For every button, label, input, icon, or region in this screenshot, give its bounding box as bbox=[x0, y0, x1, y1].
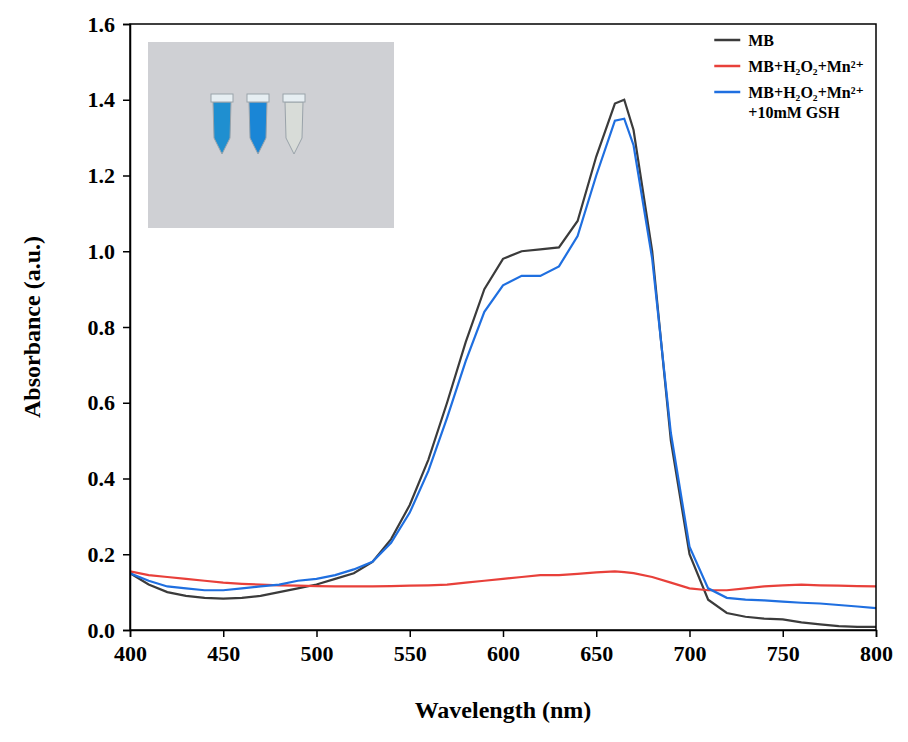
tick-label: 500 bbox=[301, 641, 334, 666]
x-axis: 400 450 500 550 600 650 700 750 800 bbox=[114, 630, 893, 666]
tube-cap bbox=[247, 94, 269, 102]
inset-background bbox=[148, 42, 394, 228]
legend-label: MB+H₂O₂+Mn²⁺ bbox=[748, 58, 864, 75]
y-axis-title: Absorbance (a.u.) bbox=[19, 236, 45, 418]
lines bbox=[130, 100, 876, 627]
chart: 4004505005506006507007508000.00.20.40.60… bbox=[0, 0, 908, 742]
inset-photo bbox=[148, 42, 394, 228]
tick: 1.4 bbox=[88, 87, 131, 112]
tick-label: 550 bbox=[394, 641, 427, 666]
x-axis-title: Wavelength (nm) bbox=[415, 697, 592, 723]
tick-mark bbox=[783, 630, 785, 637]
tick: 600 bbox=[487, 630, 520, 666]
tick-mark bbox=[123, 100, 130, 102]
tick-label: 0.8 bbox=[88, 315, 116, 340]
legend-item: MB bbox=[714, 32, 774, 49]
tick-mark bbox=[123, 327, 130, 329]
tick: 550 bbox=[394, 630, 427, 666]
tick-label: 400 bbox=[114, 641, 147, 666]
tube-body bbox=[285, 102, 303, 154]
tick-mark bbox=[689, 630, 691, 637]
tick-mark bbox=[223, 630, 225, 637]
tick: 400 bbox=[114, 630, 147, 666]
axis-line bbox=[123, 25, 131, 631]
tick-mark bbox=[123, 554, 130, 556]
tick: 750 bbox=[767, 630, 800, 666]
tube-cap bbox=[283, 94, 305, 102]
legend-item: MB+H₂O₂+Mn²⁺ bbox=[714, 58, 864, 75]
tick: 450 bbox=[207, 630, 240, 666]
tick-label: 1.2 bbox=[88, 163, 116, 188]
tick-label: 1.4 bbox=[88, 87, 116, 112]
tick-label: 1.0 bbox=[88, 239, 116, 264]
tick-mark bbox=[123, 403, 130, 405]
plot-frame bbox=[130, 24, 876, 630]
legend-item: MB+H₂O₂+Mn²⁺+10mM GSH bbox=[714, 84, 864, 121]
tick-mark bbox=[123, 24, 130, 26]
tick: 700 bbox=[674, 630, 707, 666]
legend-label: MB bbox=[748, 32, 774, 49]
tick-label: 800 bbox=[860, 641, 893, 666]
tick-mark bbox=[123, 478, 130, 480]
tick-label: 1.6 bbox=[88, 12, 116, 37]
tick-mark bbox=[123, 251, 130, 253]
tick-label: 600 bbox=[487, 641, 520, 666]
tick-label: 0.0 bbox=[88, 618, 116, 643]
tick-label: 0.6 bbox=[88, 390, 116, 415]
legend-swatch bbox=[714, 91, 740, 94]
tick-mark bbox=[503, 630, 505, 637]
tick-label: 0.4 bbox=[88, 466, 116, 491]
tick-mark bbox=[316, 630, 318, 637]
tube-body bbox=[213, 102, 231, 154]
legend-label: MB+H₂O₂+Mn²⁺+10mM GSH bbox=[748, 84, 864, 121]
tick: 1.2 bbox=[88, 163, 131, 188]
y-axis: 0.0 0.2 0.4 0.6 0.8 1.0 1.2 1.4 1.6 bbox=[88, 12, 131, 643]
tick: 1.6 bbox=[88, 12, 131, 37]
tube-body bbox=[249, 102, 267, 154]
tick-mark bbox=[123, 175, 130, 177]
tick-label: 750 bbox=[767, 641, 800, 666]
tick: 0.4 bbox=[88, 466, 131, 491]
axis-line bbox=[131, 631, 877, 638]
inset-tube bbox=[247, 94, 269, 154]
tick-mark bbox=[596, 630, 598, 637]
tick-label: 0.2 bbox=[88, 542, 116, 567]
tick-label: 700 bbox=[674, 641, 707, 666]
inset-tube bbox=[283, 94, 305, 154]
tick-mark bbox=[410, 630, 412, 637]
plot: 4004505005506006507007508000.00.20.40.60… bbox=[88, 12, 894, 666]
tick: 0.8 bbox=[88, 315, 131, 340]
tick: 650 bbox=[580, 630, 613, 666]
tick-mark bbox=[123, 630, 130, 632]
tick: 0.6 bbox=[88, 390, 131, 415]
tick: 500 bbox=[301, 630, 334, 666]
tick: 0.0 bbox=[88, 618, 131, 643]
legend-swatch bbox=[714, 65, 740, 68]
tick: 0.2 bbox=[88, 542, 131, 567]
tick: 1.0 bbox=[88, 239, 131, 264]
tick-mark bbox=[876, 630, 878, 637]
tube-cap bbox=[211, 94, 233, 102]
tick-label: 450 bbox=[207, 641, 240, 666]
series-line bbox=[130, 100, 876, 627]
tick-label: 650 bbox=[580, 641, 613, 666]
legend: MB MB+H₂O₂+Mn²⁺ MB+H₂O₂+Mn²⁺+10mM GSH bbox=[714, 32, 864, 121]
tick: 800 bbox=[860, 630, 893, 666]
series-line bbox=[130, 119, 876, 608]
inset-tube bbox=[211, 94, 233, 154]
legend-swatch bbox=[714, 39, 740, 42]
